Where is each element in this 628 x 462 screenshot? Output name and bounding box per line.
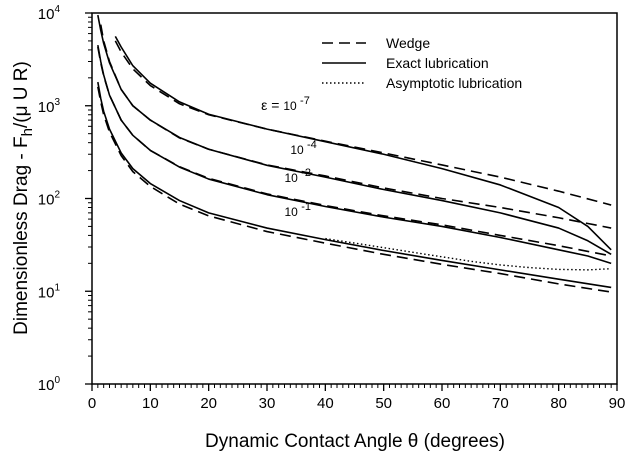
series-line-solid-1 bbox=[114, 35, 612, 251]
ticks-layer: 0 10 20 30 40 50 60 70 80 90 100 101 102 103 104 bbox=[38, 4, 626, 412]
y-tick-label: 100 bbox=[38, 375, 61, 394]
legend-label: Exact lubrication bbox=[386, 55, 489, 71]
y-axis-title-sub: h bbox=[19, 128, 36, 136]
x-tick-label: 0 bbox=[88, 395, 96, 412]
series-line-solid-7 bbox=[97, 81, 612, 289]
y-tick-label: 102 bbox=[38, 190, 61, 209]
series-line-dotted-8 bbox=[325, 237, 612, 271]
annotations: ε = 10 -7 10 -4 10 -2 10 -1 bbox=[261, 95, 317, 219]
series-layer bbox=[97, 14, 612, 293]
epsilon-annotation: 10 -1 bbox=[285, 201, 311, 219]
x-tick-label: 40 bbox=[317, 395, 334, 412]
y-tick-label: 103 bbox=[38, 97, 61, 116]
legend-label: Asymptotic lubrication bbox=[386, 75, 522, 91]
legend: Wedge Exact lubrication Asymptotic lubrica… bbox=[322, 35, 522, 91]
y-tick-label: 101 bbox=[38, 282, 61, 301]
x-tick-label: 10 bbox=[142, 395, 159, 412]
x-tick-label: 70 bbox=[492, 395, 509, 412]
series-line-solid-3 bbox=[97, 14, 612, 256]
y-tick-label: 104 bbox=[38, 4, 61, 23]
x-tick-label: 50 bbox=[375, 395, 392, 412]
y-axis-title-main: Dimensionless Drag - F bbox=[11, 136, 32, 335]
x-axis-title: Dynamic Contact Angle θ (degrees) bbox=[205, 431, 505, 452]
y-axis-title-tail: /(μ U R) bbox=[11, 61, 32, 128]
x-tick-label: 20 bbox=[200, 395, 217, 412]
series-line-solid-5 bbox=[97, 45, 612, 265]
epsilon-annotation: 10 -4 bbox=[290, 139, 316, 157]
x-tick-label: 60 bbox=[434, 395, 451, 412]
x-tick-label: 80 bbox=[550, 395, 567, 412]
epsilon-annotation: ε = 10 -7 bbox=[261, 95, 310, 113]
epsilon-annotation: 10 -2 bbox=[285, 167, 311, 185]
legend-label: Wedge bbox=[386, 35, 430, 51]
series-line-dashed-6 bbox=[97, 86, 612, 293]
y-axis-title: Dimensionless Drag - Fh/(μ U R) bbox=[11, 61, 36, 335]
x-tick-label: 90 bbox=[609, 395, 626, 412]
x-tick-label: 30 bbox=[259, 395, 276, 412]
